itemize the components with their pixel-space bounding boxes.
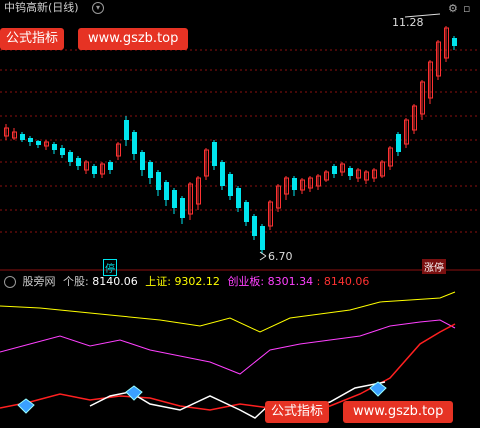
candle-body [284,177,289,195]
stock-label: 个股: [63,275,89,288]
watermark-url: www.gszb.top [78,28,189,50]
candle-body [428,61,433,99]
candle-body [276,185,281,209]
candle-body [300,179,305,191]
extra-value: : 8140.06 [316,275,370,288]
candle-body [116,143,121,157]
suspension-marker: 停 [103,259,117,276]
candle-body [36,141,41,145]
candle-body [348,168,353,176]
candle-body [172,190,177,208]
candle-body [364,171,369,181]
candle-body [260,226,265,250]
watermark-label: 公式指标 [265,401,330,423]
candle-body [316,175,321,187]
stock-line [0,323,456,413]
candle-body [340,163,345,173]
stock-value: 8140.06 [92,275,138,288]
candle-body [420,81,425,115]
close-icon[interactable]: ▫ [463,2,471,15]
candle-body [268,201,273,227]
chevron-down-icon[interactable]: ▾ [92,2,104,14]
candle-body [44,141,49,147]
candle-body [92,166,97,174]
watermark-top: 公式指标 www.gszb.top [0,28,210,50]
candle-body [124,120,129,140]
candle-body [236,188,241,208]
candle-body [84,161,89,171]
limit-up-marker: 涨停 [422,259,446,274]
candle-body [52,144,57,150]
sh-index-line [0,291,456,333]
candle-body [444,27,449,59]
gear-icon[interactable]: ⚙ [448,2,458,15]
candle-body [412,105,417,131]
candle-body [12,131,17,139]
candle-body [292,178,297,190]
candle-body [212,142,217,166]
candle-body [28,138,33,142]
circle-icon[interactable] [4,276,16,288]
candle-body [228,174,233,196]
candle-body [388,147,393,167]
watermark-url: www.gszb.top [343,401,454,423]
candle-body [452,38,457,46]
candle-body [164,182,169,200]
low-arrow [259,251,267,261]
candle-body [436,41,441,77]
candle-body [60,148,65,155]
candle-body [244,202,249,222]
high-arrow [404,13,441,18]
cy-label: 创业板: [227,275,265,288]
candle-body [140,152,145,170]
cy-value: 8301.34 [267,275,314,288]
sh-value: 9302.12 [174,275,220,288]
candle-body [196,177,201,205]
candle-body [20,134,25,140]
candle-body [204,149,209,177]
indicator-name: 股旁网 [22,275,56,288]
candle-body [404,119,409,145]
watermark-label: 公式指标 [0,28,65,50]
candle-body [252,216,257,236]
diamond-icon [125,385,143,401]
watermark-bottom: 公式指标 www.gszb.top [265,401,475,423]
candle-body [132,132,137,154]
cy-index-line [0,319,456,375]
candle-body [324,171,329,181]
candle-body [68,152,73,162]
candle-body [76,158,81,166]
diamond-icon [17,398,35,414]
title-bar: 中钨高新(日线) ▾ ⚙ ▫ [0,0,480,16]
stock-title: 中钨高新(日线) [4,1,79,14]
candle-body [148,162,153,178]
high-price-label: 11.28 [392,16,424,29]
candle-body [372,169,377,179]
candle-body [380,161,385,177]
candle-body [396,134,401,152]
candle-body [332,166,337,174]
sh-label: 上证: [145,275,171,288]
indicator-header: 股旁网 个股: 8140.06 上证: 9302.12 创业板: 8301.34… [4,274,369,290]
candle-body [4,127,9,137]
candle-body [220,162,225,186]
candle-body [100,163,105,175]
low-price-label: 6.70 [268,250,293,263]
candle-body [108,162,113,170]
diamond-icon [369,381,387,397]
candle-body [356,169,361,179]
candle-body [180,198,185,218]
candle-body [156,172,161,190]
candle-body [188,183,193,215]
candle-body [308,177,313,189]
